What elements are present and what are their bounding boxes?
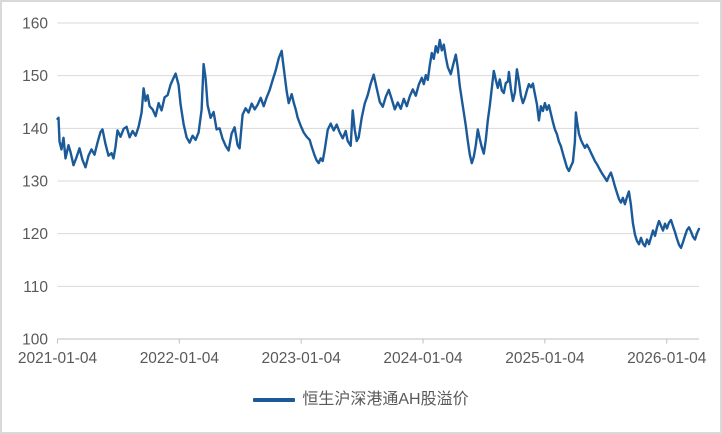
x-tick-label: 2025-01-04	[505, 350, 585, 367]
legend: 恒生沪深港通AH股溢价	[0, 390, 722, 410]
y-tick-label: 130	[22, 174, 48, 191]
y-tick-label: 100	[22, 332, 48, 349]
x-tick-label: 2024-01-04	[383, 350, 463, 367]
y-tick-label: 120	[22, 226, 48, 243]
x-tick-label: 2026-01-04	[627, 350, 707, 367]
x-tick-label: 2021-01-04	[18, 350, 98, 367]
y-tick-label: 140	[22, 121, 48, 138]
x-tick-label: 2023-01-04	[262, 350, 342, 367]
legend-series-label: 恒生沪深港通AH股溢价	[302, 391, 469, 408]
legend-line-swatch	[253, 398, 296, 402]
y-tick-label: 110	[23, 279, 48, 296]
y-tick-label: 150	[22, 68, 48, 85]
series-line	[56, 38, 701, 250]
y-tick-label: 160	[22, 16, 48, 33]
x-tick-label: 2022-01-04	[140, 350, 220, 367]
